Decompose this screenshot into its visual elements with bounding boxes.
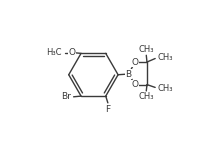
Text: Br: Br [61,92,71,101]
Text: B: B [126,70,132,79]
Text: O: O [132,58,138,67]
Text: F: F [105,105,111,114]
Text: CH₃: CH₃ [158,84,174,93]
Text: O: O [68,48,75,57]
Text: CH₃: CH₃ [138,45,154,54]
Text: O: O [132,80,138,89]
Text: CH₃: CH₃ [138,92,154,101]
Text: CH₃: CH₃ [158,53,174,62]
Text: H₃C: H₃C [46,48,61,57]
